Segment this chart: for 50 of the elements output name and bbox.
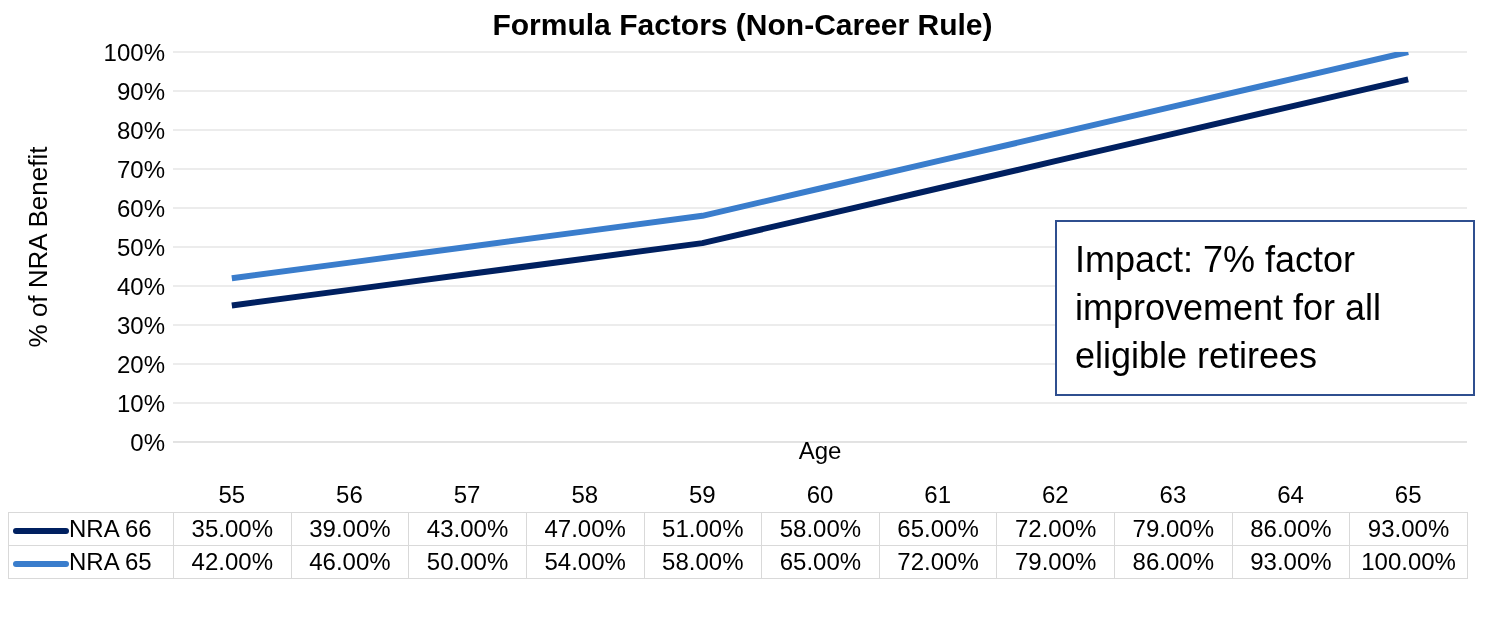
x-tick-label: 56 [336,481,363,509]
x-tick-label: 65 [1394,481,1422,509]
y-tick-label: 50% [116,233,165,261]
x-tick-label: 58 [571,481,599,509]
data-label: 35.00% [173,512,292,546]
data-label: 39.00% [291,512,409,546]
data-label: 86.00% [1114,545,1233,579]
data-label: 65.00% [761,545,880,579]
data-label: 58.00% [644,545,762,579]
data-label: 58.00% [761,512,880,546]
y-tick-label: 90% [116,77,165,105]
x-tick-label: 59 [689,481,716,509]
x-tick-label: 63 [1159,481,1187,509]
x-tick-label: 62 [1041,481,1069,509]
data-label: 43.00% [408,512,527,546]
data-label: 72.00% [996,512,1115,546]
x-tick-label: 61 [924,481,951,509]
data-label: 54.00% [526,545,644,579]
data-label: 46.00% [291,545,409,579]
data-label: 86.00% [1232,512,1350,546]
x-axis-title: Age [798,437,842,465]
data-label: 50.00% [408,545,527,579]
data-label: 72.00% [879,545,997,579]
data-label: 93.00% [1232,545,1350,579]
legend-label: NRA 66 [8,512,174,546]
x-tick-label: 55 [218,481,246,509]
y-tick-label: 10% [116,389,165,417]
y-tick-label: 70% [116,155,165,183]
data-label: 42.00% [173,545,292,579]
y-tick-label: 60% [116,194,165,222]
data-label: 79.00% [996,545,1115,579]
y-tick-label: 100% [103,38,165,66]
legend-label: NRA 65 [8,545,174,579]
y-tick-label: 20% [116,350,165,378]
data-label: 65.00% [879,512,997,546]
y-tick-label: 30% [116,311,165,339]
data-label: 47.00% [526,512,644,546]
data-label: 100.00% [1349,545,1468,579]
y-axis-title: % of NRA Benefit [23,145,54,348]
data-label: 93.00% [1349,512,1468,546]
x-tick-label: 57 [453,481,481,509]
y-tick-label: 0% [130,428,165,456]
y-tick-label: 80% [116,116,165,144]
x-tick-label: 64 [1277,481,1304,509]
data-label: 51.00% [644,512,762,546]
data-label: 79.00% [1114,512,1233,546]
x-tick-label: 60 [806,481,834,509]
chart-title: Formula Factors (Non-Career Rule) [492,8,993,41]
y-tick-label: 40% [116,272,165,300]
annotation: Impact: 7% factor improvement for all eligible retirees [1055,220,1475,396]
